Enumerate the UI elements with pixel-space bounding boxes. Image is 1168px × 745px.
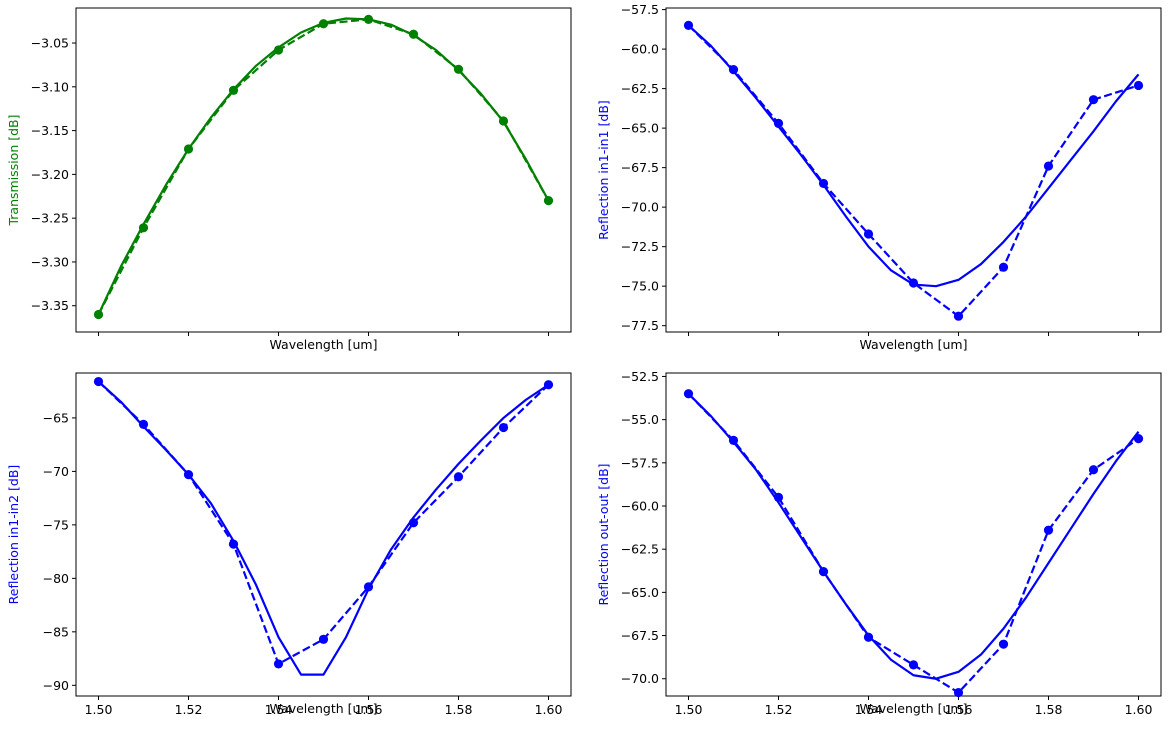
y-tick-label: −67.5	[621, 160, 659, 175]
x-axis-label: Wavelength [um]	[860, 337, 968, 352]
y-tick-label: −67.5	[621, 628, 659, 643]
y-tick-label: −70.0	[621, 671, 659, 686]
x-axis-label: Wavelength [um]	[860, 701, 968, 716]
data-point-marker	[273, 45, 284, 55]
x-axis-label: Wavelength [um]	[270, 337, 378, 352]
data-point-marker	[863, 229, 874, 239]
x-tick-label: 1.52	[175, 702, 203, 717]
data-point-marker	[273, 659, 284, 669]
data-point-marker	[1043, 161, 1054, 171]
measured-data-line	[97, 18, 550, 315]
data-point-marker	[773, 118, 784, 128]
y-axis-label: Reflection in1-in2 [dB]	[6, 465, 21, 605]
chart-panel-3: −90 −85 −80 −75 −70 −65 1.50 1.52 1.54 1.56 1.58 1.…	[6, 372, 572, 717]
measured-data-line	[687, 24, 1139, 318]
y-tick-label: −3.25	[31, 211, 69, 226]
y-tick-label: −62.5	[621, 542, 659, 557]
y-tick-label: −60.0	[621, 42, 659, 57]
y-tick-label: −3.05	[31, 36, 69, 51]
y-tick-label: −3.20	[31, 167, 69, 182]
y-tick-label: −75	[43, 517, 69, 532]
x-tick-label: 1.60	[1125, 702, 1153, 717]
x-tick-label: 1.54	[265, 702, 293, 717]
y-tick-label: −80	[43, 571, 69, 586]
x-tick-label: 1.54	[855, 702, 883, 717]
chart-panel-1: −3.35 −3.30 −3.25 −3.20 −3.15 −3.10 −3.05 Wavel…	[6, 7, 572, 352]
y-axis-label: Reflection in1-in1 [dB]	[596, 100, 611, 240]
x-tick-label: 1.52	[765, 702, 793, 717]
data-point-marker	[998, 262, 1009, 272]
chart-panel-2: −77.5 −75.0 −72.5 −70.0 −67.5 −65.0 −62.5 −60.0…	[596, 2, 1162, 352]
y-tick-label: −65	[43, 410, 69, 425]
y-tick-label: −57.5	[621, 2, 659, 17]
y-tick-label: −90	[43, 678, 69, 693]
x-tick-label: 1.58	[445, 702, 473, 717]
y-tick-label: −57.5	[621, 455, 659, 470]
axes-frame	[75, 372, 572, 697]
y-axis-label: Transmission [dB]	[6, 115, 21, 227]
y-tick-label: −52.5	[621, 369, 659, 384]
data-point-marker	[953, 687, 964, 698]
y-tick-label: −65.0	[621, 585, 659, 600]
x-tick-label: 1.56	[355, 702, 383, 717]
data-point-marker	[1043, 525, 1054, 535]
data-point-marker	[953, 311, 964, 321]
x-tick-label: 1.50	[675, 702, 703, 717]
x-tick-label: 1.56	[945, 702, 973, 717]
y-tick-label: −3.15	[31, 123, 69, 138]
axes-frame	[75, 7, 572, 333]
y-tick-label: −75.0	[621, 279, 659, 294]
data-point-marker	[998, 639, 1009, 649]
y-tick-label: −70.0	[621, 200, 659, 215]
y-tick-label: −65.0	[621, 121, 659, 136]
y-tick-label: −85	[43, 624, 69, 639]
data-point-marker	[318, 634, 329, 644]
y-tick-label: −62.5	[621, 81, 659, 96]
y-tick-label: −3.10	[31, 79, 69, 94]
y-tick-label: −72.5	[621, 239, 659, 254]
fit-curve-line	[687, 24, 1140, 288]
fit-curve-line	[687, 392, 1140, 680]
measured-data-line	[97, 380, 550, 666]
data-point-marker	[1088, 95, 1099, 105]
data-point-marker	[453, 472, 464, 482]
axes-frame	[665, 372, 1162, 697]
y-tick-label: −70	[43, 464, 69, 479]
y-tick-label: −55.0	[621, 412, 659, 427]
chart-panel-4: −70.0 −67.5 −65.0 −62.5 −60.0 −57.5 −55.0 −52.5…	[596, 369, 1162, 717]
axes-frame	[665, 7, 1162, 333]
data-point-marker	[1088, 465, 1099, 475]
y-tick-label: −60.0	[621, 499, 659, 514]
y-tick-label: −77.5	[621, 318, 659, 333]
x-tick-label: 1.60	[535, 702, 563, 717]
data-point-marker	[138, 419, 149, 429]
data-point-marker	[498, 422, 509, 433]
x-tick-label: 1.58	[1035, 702, 1063, 717]
x-axis-label: Wavelength [um]	[270, 701, 378, 716]
fit-curve-line	[97, 17, 550, 315]
measured-data-line	[687, 392, 1140, 694]
fit-curve-line	[97, 380, 550, 676]
x-tick-label: 1.50	[85, 702, 113, 717]
y-axis-label: Reflection out-out [dB]	[596, 463, 611, 605]
data-point-marker	[908, 660, 919, 670]
y-tick-label: −3.35	[31, 298, 69, 313]
data-point-marker	[1133, 80, 1144, 91]
y-tick-label: −3.30	[31, 254, 69, 269]
